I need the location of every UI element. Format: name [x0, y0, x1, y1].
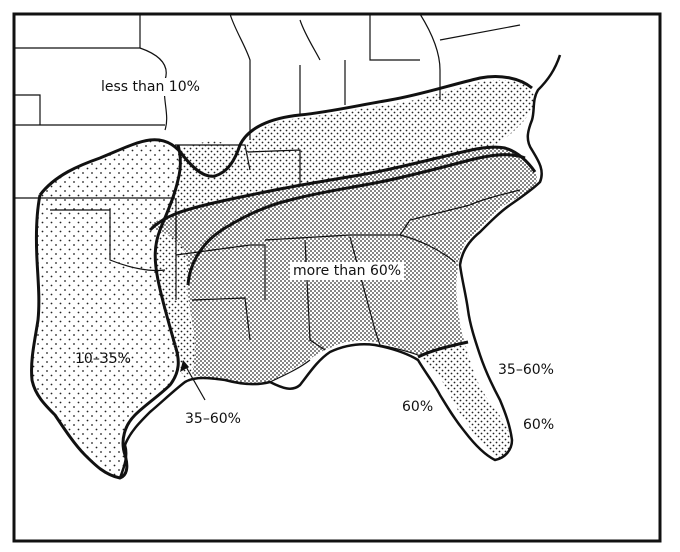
pointer-arrowhead [180, 360, 189, 372]
pointer-arrow [184, 364, 206, 401]
label-more-than-60: more than 60% [290, 262, 405, 280]
label-60-florida-west: 60% [402, 399, 434, 415]
isoline-35 [30, 194, 180, 480]
isoline-35b [153, 144, 182, 346]
zone-10-35 [31, 139, 180, 478]
label-35-60-west: 35–60% [182, 410, 244, 428]
isoline-60 [148, 145, 537, 232]
zone-35-60-florida [418, 343, 511, 458]
isoline-inner [186, 153, 526, 286]
label-35-60-east: 35–60% [498, 362, 554, 378]
isoline-10 [38, 74, 533, 196]
isoline-florida [417, 340, 469, 359]
label-less-than-10: less than 10% [98, 78, 203, 96]
zone-35-60 [155, 80, 535, 378]
label-10-35: 10–35% [75, 351, 131, 367]
coastline [118, 54, 562, 479]
label-60-florida-east: 60% [523, 417, 555, 433]
state-boundaries [14, 13, 521, 383]
